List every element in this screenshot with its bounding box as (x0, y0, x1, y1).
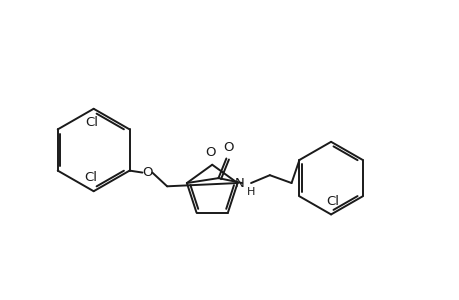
Text: Cl: Cl (84, 171, 97, 184)
Text: Cl: Cl (326, 195, 339, 208)
Text: O: O (205, 146, 215, 159)
Text: O: O (142, 166, 152, 179)
Text: H: H (246, 187, 255, 197)
Text: Cl: Cl (85, 116, 98, 129)
Text: N: N (234, 176, 244, 190)
Text: O: O (223, 141, 233, 154)
